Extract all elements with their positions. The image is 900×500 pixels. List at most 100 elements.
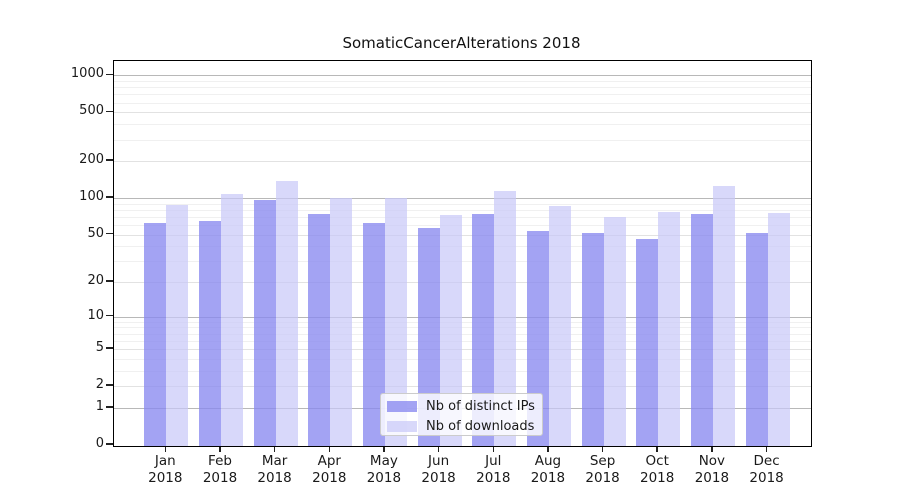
- bar-distinct-ips: [636, 239, 659, 446]
- x-tick-mark: [383, 446, 385, 452]
- y-tick-mark: [106, 384, 113, 386]
- y-gridline-minor: [114, 216, 811, 218]
- bar-distinct-ips: [581, 232, 604, 446]
- x-tick-mark: [711, 446, 713, 452]
- y-gridline-minor: [114, 340, 811, 342]
- x-tick-month: Sep: [589, 453, 616, 469]
- y-gridline-minor: [114, 81, 811, 82]
- y-gridline-minor: [114, 203, 811, 205]
- y-tick-mark: [106, 196, 113, 198]
- bar-downloads: [166, 205, 189, 446]
- bar-distinct-ips: [745, 232, 768, 446]
- legend-row: Nb of distinct IPs: [387, 398, 542, 415]
- x-tick-year: 2018: [749, 470, 784, 486]
- y-gridline: [114, 112, 811, 114]
- y-gridline: [114, 161, 811, 163]
- legend-label: Nb of distinct IPs: [426, 399, 535, 414]
- x-tick-mark: [656, 446, 658, 452]
- x-tick-year: 2018: [421, 470, 456, 486]
- x-tick-year: 2018: [530, 470, 566, 486]
- bar-distinct-ips: [690, 214, 713, 446]
- x-tick-label: Apr 2018: [301, 453, 357, 487]
- x-tick-month: Aug: [534, 453, 562, 469]
- bar-downloads: [603, 216, 626, 446]
- y-gridline: [114, 234, 811, 236]
- y-tick-label: 1: [95, 398, 104, 414]
- x-tick-label: May 2018: [356, 453, 412, 487]
- legend-row: Nb of downloads: [387, 418, 542, 435]
- x-tick-month: Nov: [698, 453, 726, 469]
- y-gridline: [114, 349, 811, 351]
- y-gridline-minor: [114, 87, 811, 89]
- bar-downloads: [712, 186, 735, 446]
- x-tick-mark: [765, 446, 768, 452]
- bar-downloads: [494, 191, 517, 446]
- x-tick-month: May: [369, 453, 398, 469]
- x-tick-mark: [273, 446, 276, 452]
- bar-distinct-ips: [526, 230, 549, 446]
- x-tick-label: Sep 2018: [575, 453, 631, 487]
- bar-distinct-ips: [417, 227, 440, 446]
- bar-distinct-ips: [199, 220, 221, 446]
- bar-downloads: [439, 215, 462, 446]
- x-tick-year: 2018: [366, 470, 402, 486]
- y-tick-label: 5: [95, 340, 104, 356]
- x-tick-year: 2018: [148, 470, 183, 486]
- y-gridline-minor: [114, 209, 811, 211]
- y-tick-label: 20: [87, 273, 104, 289]
- bar-distinct-ips: [144, 222, 167, 446]
- x-tick-year: 2018: [257, 470, 292, 486]
- y-gridline-minor: [114, 261, 811, 263]
- x-tick-label: Mar 2018: [247, 453, 303, 487]
- x-tick-label: Jun 2018: [411, 453, 467, 487]
- y-tick-mark: [106, 280, 113, 282]
- plot-area: [113, 60, 812, 447]
- legend-swatch-downloads: [387, 421, 417, 432]
- x-tick-month: Apr: [317, 453, 341, 469]
- y-tick-label: 50: [87, 225, 104, 241]
- x-tick-mark: [437, 446, 440, 452]
- x-tick-month: Mar: [261, 453, 288, 469]
- bar-downloads: [767, 212, 790, 446]
- chart-title: SomaticCancerAlterations 2018: [342, 34, 581, 52]
- y-tick-mark: [106, 73, 113, 76]
- y-tick-mark: [106, 406, 113, 408]
- x-tick-mark: [601, 446, 604, 452]
- y-gridline-minor: [114, 321, 811, 323]
- bar-downloads: [658, 211, 681, 446]
- legend: Nb of distinct IPs Nb of downloads: [380, 393, 543, 436]
- y-gridline: [114, 75, 811, 77]
- y-tick-label: 500: [79, 103, 104, 119]
- y-tick-label: 0: [95, 436, 104, 451]
- x-tick-year: 2018: [640, 470, 675, 486]
- y-tick-mark: [106, 159, 113, 161]
- y-gridline-minor: [114, 333, 811, 335]
- y-tick-mark: [106, 110, 113, 113]
- x-tick-label: Feb 2018: [192, 453, 248, 487]
- bar-distinct-ips: [362, 223, 385, 446]
- x-tick-mark: [219, 446, 221, 452]
- y-gridline: [114, 386, 811, 388]
- bar-distinct-ips: [308, 214, 331, 446]
- x-tick-mark: [328, 446, 331, 452]
- y-gridline-minor: [114, 94, 811, 96]
- bar-downloads: [548, 206, 571, 446]
- y-gridline-minor: [114, 124, 811, 126]
- y-tick-label: 10: [87, 307, 104, 323]
- y-tick-mark: [106, 232, 113, 235]
- bar-downloads: [221, 193, 243, 446]
- y-gridline-minor: [114, 358, 811, 360]
- y-tick-label: 100: [79, 189, 104, 205]
- bar-downloads: [330, 198, 353, 446]
- y-tick-label: 200: [79, 152, 104, 168]
- x-tick-month: Dec: [753, 453, 780, 469]
- y-gridline: [114, 282, 811, 284]
- x-tick-label: Jul 2018: [465, 453, 521, 487]
- x-tick-label: Nov 2018: [684, 453, 740, 487]
- bar-downloads: [275, 181, 298, 446]
- y-tick-mark: [106, 314, 113, 317]
- y-gridline: [114, 198, 811, 200]
- y-gridline-minor: [114, 327, 811, 329]
- x-tick-mark: [164, 446, 167, 452]
